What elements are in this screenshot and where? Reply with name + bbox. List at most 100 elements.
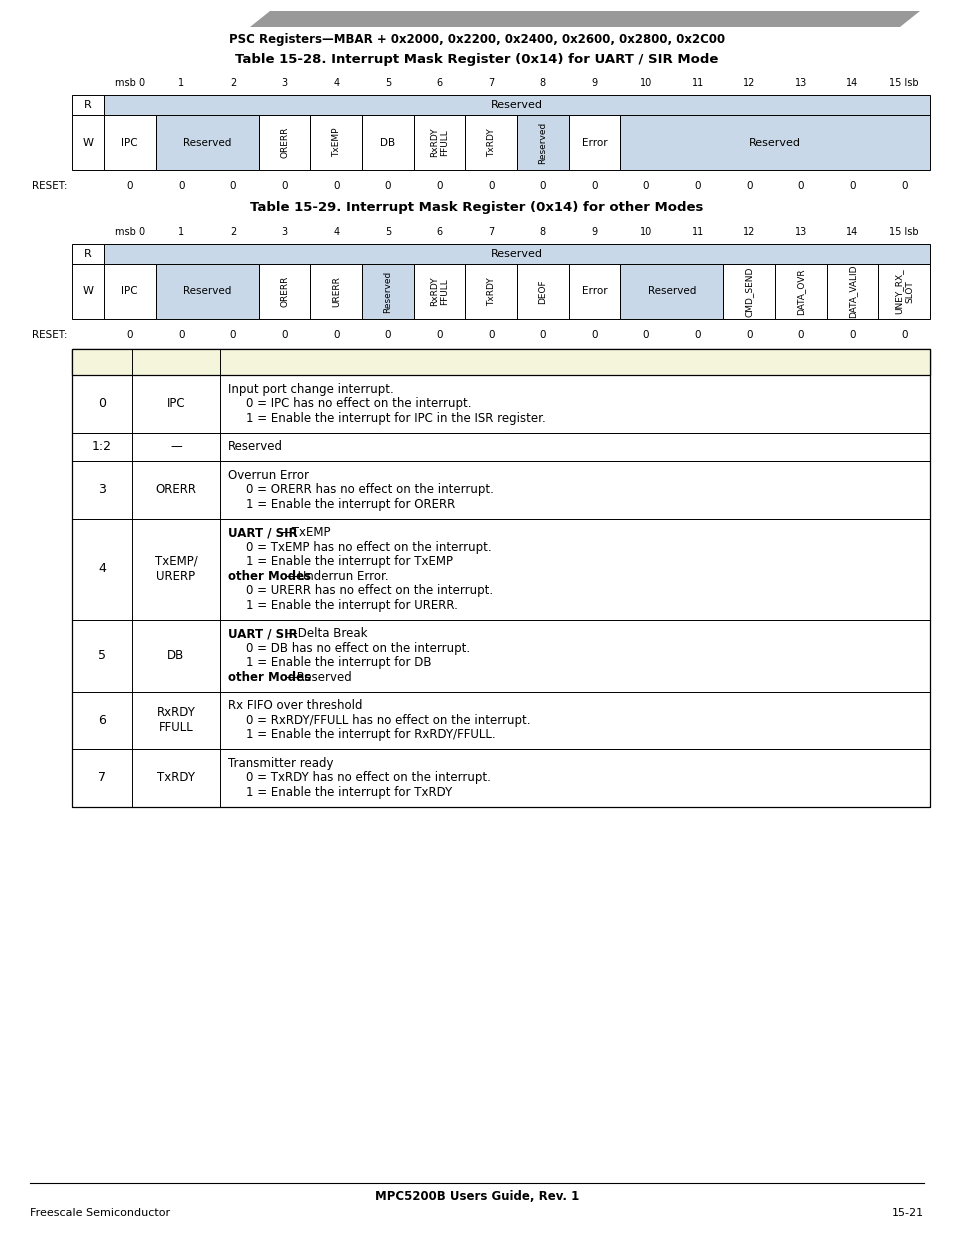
Bar <box>517 115 568 170</box>
Text: 14: 14 <box>845 227 858 237</box>
Text: 3: 3 <box>281 78 288 88</box>
Bar <box>465 264 517 319</box>
Text: 0: 0 <box>384 330 391 340</box>
Text: 0 = IPC has no effect on the interrupt.: 0 = IPC has no effect on the interrupt. <box>246 398 471 410</box>
Bar <box>258 115 310 170</box>
Text: Name: Name <box>155 356 196 368</box>
Text: ORERR: ORERR <box>280 127 289 158</box>
Text: R: R <box>84 249 91 259</box>
Text: DB: DB <box>380 137 395 147</box>
Text: 0: 0 <box>694 182 700 191</box>
Text: 0: 0 <box>900 182 906 191</box>
Text: DATA_VALID: DATA_VALID <box>847 264 856 319</box>
Text: 13: 13 <box>794 227 806 237</box>
Text: 1 = Enable the interrupt for TxEMP: 1 = Enable the interrupt for TxEMP <box>246 556 453 568</box>
Text: 1: 1 <box>178 227 184 237</box>
Text: IPC: IPC <box>121 287 138 296</box>
Text: 2: 2 <box>230 78 236 88</box>
Text: 0: 0 <box>333 330 339 340</box>
Text: 6: 6 <box>436 227 442 237</box>
Text: 0: 0 <box>539 182 545 191</box>
Polygon shape <box>250 11 919 27</box>
Text: 15-21: 15-21 <box>891 1208 923 1218</box>
Text: Input port change interrupt.: Input port change interrupt. <box>228 383 394 395</box>
Text: 12: 12 <box>742 78 755 88</box>
Text: 0: 0 <box>333 182 339 191</box>
Bar <box>71 432 929 461</box>
Text: Rx FIFO over threshold: Rx FIFO over threshold <box>228 699 362 713</box>
Text: 0: 0 <box>230 182 236 191</box>
Text: 1 = Enable the interrupt for DB: 1 = Enable the interrupt for DB <box>246 656 431 669</box>
Text: 0: 0 <box>384 182 391 191</box>
Bar <box>465 115 517 170</box>
Text: 0: 0 <box>642 330 649 340</box>
Text: TxRDY: TxRDY <box>157 771 194 784</box>
Text: 0: 0 <box>230 330 236 340</box>
Text: Reserved: Reserved <box>491 100 542 110</box>
Text: 0: 0 <box>642 182 649 191</box>
Text: 15 lsb: 15 lsb <box>888 78 918 88</box>
Text: 1 = Enable the interrupt for IPC in the ISR register.: 1 = Enable the interrupt for IPC in the … <box>246 411 545 425</box>
Text: 0: 0 <box>281 182 288 191</box>
Text: 5: 5 <box>384 78 391 88</box>
Text: 10: 10 <box>639 78 652 88</box>
Text: 2: 2 <box>230 227 236 237</box>
Text: 8: 8 <box>539 78 545 88</box>
Text: 6: 6 <box>98 714 106 726</box>
Text: 5: 5 <box>98 650 106 662</box>
Bar <box>568 264 619 319</box>
Text: TxRDY: TxRDY <box>486 277 496 306</box>
Bar <box>71 519 929 620</box>
Bar <box>722 264 774 319</box>
Bar <box>258 264 310 319</box>
Text: W: W <box>82 287 93 296</box>
Bar <box>362 264 414 319</box>
Text: Freescale Semiconductor: Freescale Semiconductor <box>30 1208 170 1218</box>
Text: IPC: IPC <box>167 398 185 410</box>
Text: 1 = Enable the interrupt for URERR.: 1 = Enable the interrupt for URERR. <box>246 599 457 611</box>
Text: other Modes: other Modes <box>228 569 311 583</box>
Text: Reserved: Reserved <box>183 137 232 147</box>
Text: 0: 0 <box>797 330 803 340</box>
Text: —TxEMP: —TxEMP <box>280 526 331 540</box>
Text: DATA_OVR: DATA_OVR <box>796 268 804 315</box>
Text: 14: 14 <box>845 78 858 88</box>
Bar <box>619 115 929 170</box>
Text: msb 0: msb 0 <box>114 78 145 88</box>
Text: 5: 5 <box>384 227 391 237</box>
Bar <box>71 461 929 519</box>
Text: 11: 11 <box>691 78 703 88</box>
Text: 15 lsb: 15 lsb <box>888 227 918 237</box>
Text: 7: 7 <box>488 227 494 237</box>
Text: other Modes: other Modes <box>228 671 311 684</box>
Text: 1 = Enable the interrupt for TxRDY: 1 = Enable the interrupt for TxRDY <box>246 785 452 799</box>
Bar <box>71 95 104 115</box>
Text: Reserved: Reserved <box>383 270 392 312</box>
Bar <box>104 245 929 264</box>
Text: Reserved: Reserved <box>647 287 696 296</box>
Text: 0: 0 <box>487 330 494 340</box>
Text: 1 = Enable the interrupt for RxRDY/FFULL.: 1 = Enable the interrupt for RxRDY/FFULL… <box>246 729 496 741</box>
Bar <box>71 692 929 748</box>
Text: 0: 0 <box>591 182 598 191</box>
Text: 7: 7 <box>488 78 494 88</box>
Text: TxEMP: TxEMP <box>332 127 340 157</box>
Bar <box>155 115 258 170</box>
Text: RxRDY
FFULL: RxRDY FFULL <box>430 277 449 306</box>
Bar <box>71 620 929 692</box>
Text: —Reserved: —Reserved <box>286 671 352 684</box>
Text: 0: 0 <box>745 330 752 340</box>
Text: 7: 7 <box>98 771 106 784</box>
Text: 0 = ORERR has no effect on the interrupt.: 0 = ORERR has no effect on the interrupt… <box>246 483 494 496</box>
Text: ORERR: ORERR <box>155 483 196 496</box>
Text: Reserved: Reserved <box>228 440 283 453</box>
Bar <box>310 264 362 319</box>
Text: 0 = TxRDY has no effect on the interrupt.: 0 = TxRDY has no effect on the interrupt… <box>246 771 491 784</box>
Text: 1:2: 1:2 <box>91 440 112 453</box>
Text: 0: 0 <box>127 182 132 191</box>
Text: Reserved: Reserved <box>537 121 547 163</box>
Bar <box>619 264 722 319</box>
Text: Overrun Error: Overrun Error <box>228 469 309 482</box>
Text: —: — <box>170 440 182 453</box>
Bar <box>71 264 104 319</box>
